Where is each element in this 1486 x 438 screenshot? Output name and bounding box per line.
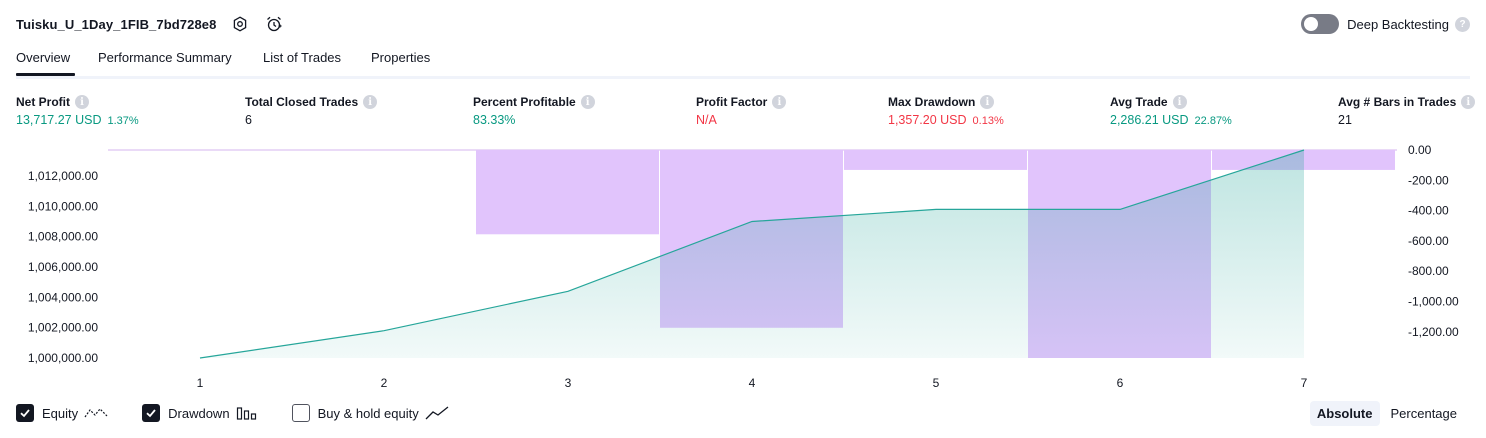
metric-value: 21	[1338, 113, 1352, 127]
left-axis-tick: 1,000,000.00	[28, 351, 98, 365]
left-axis-tick: 1,004,000.00	[28, 290, 98, 304]
metric-label: Avg Trade	[1110, 95, 1168, 109]
x-axis-tick: 1	[197, 376, 204, 390]
deep-backtesting-label: Deep Backtesting	[1347, 16, 1449, 32]
x-axis-tick: 2	[381, 376, 388, 390]
drawdown-bar[interactable]	[476, 150, 659, 235]
metric-label: Profit Factor	[696, 95, 768, 109]
info-icon[interactable]: i	[772, 95, 787, 109]
chart-legend: Equity Drawdown Buy & hold equity	[16, 404, 483, 422]
alarm-clock-icon[interactable]	[264, 14, 284, 34]
metric-value: 6	[245, 113, 252, 127]
tab-bar: Overview Performance Summary List of Tra…	[16, 44, 1470, 79]
metric-percent: 22.87%	[1194, 115, 1232, 127]
bar-chart-icon	[236, 405, 258, 421]
info-icon[interactable]: i	[580, 95, 595, 109]
legend-label: Drawdown	[168, 405, 230, 421]
left-axis-tick: 1,010,000.00	[28, 199, 98, 213]
right-axis-tick: -600.00	[1408, 234, 1449, 248]
left-axis-tick: 1,006,000.00	[28, 260, 98, 274]
metric-total-closed-trades: Total Closed Trades i 6	[245, 94, 378, 129]
right-axis-tick: 0.00	[1408, 143, 1432, 157]
right-axis-tick: -200.00	[1408, 173, 1449, 187]
metric-value: N/A	[696, 113, 717, 127]
legend-equity[interactable]: Equity	[16, 404, 108, 422]
info-icon[interactable]: i	[1461, 95, 1476, 109]
metric-value: 13,717.27 USD	[16, 113, 102, 127]
metric-percent: 1.37%	[107, 115, 139, 127]
gear-icon[interactable]	[230, 14, 250, 34]
toggle-knob	[1304, 17, 1319, 31]
x-axis-tick: 3	[565, 376, 572, 390]
trend-line-icon	[425, 405, 449, 421]
strategy-name: Tuisku_U_1Day_1FIB_7bd728e8	[16, 16, 217, 32]
equity-drawdown-chart[interactable]: 1,012,000.00 1,010,000.00 1,008,000.00 1,00…	[0, 140, 1486, 395]
equity-line[interactable]	[199, 149, 1305, 359]
metric-max-drawdown: Max Drawdown i 1,357.20 USD 0.13%	[888, 94, 1004, 129]
right-axis-tick: -800.00	[1408, 264, 1449, 278]
left-axis-tick: 1,002,000.00	[28, 321, 98, 335]
x-axis-tick: 4	[749, 376, 756, 390]
metric-value: 2,286.21 USD	[1110, 113, 1189, 127]
tab-list-of-trades[interactable]: List of Trades	[263, 50, 342, 65]
metric-value: 83.33%	[473, 113, 516, 127]
metric-label: Percent Profitable	[473, 95, 576, 109]
tab-performance-summary[interactable]: Performance Summary	[98, 50, 232, 65]
metric-avg-trade: Avg Trade i 2,286.21 USD 22.87%	[1110, 94, 1232, 129]
legend-label: Equity	[42, 405, 79, 421]
strategy-header: Tuisku_U_1Day_1FIB_7bd728e8	[16, 14, 284, 34]
metric-label: Avg # Bars in Trades	[1338, 95, 1457, 109]
metric-avg-bars-in-trades: Avg # Bars in Trades i 21	[1338, 94, 1476, 129]
value-mode-switch: Absolute Percentage	[1306, 401, 1464, 426]
line-chart-icon	[84, 405, 108, 421]
equity-area	[200, 150, 1304, 358]
left-axis-tick: 1,008,000.00	[28, 230, 98, 244]
help-icon[interactable]: ?	[1455, 16, 1470, 32]
x-axis-tick: 7	[1301, 376, 1308, 390]
info-icon[interactable]: i	[980, 95, 995, 109]
metric-net-profit: Net Profit i 13,717.27 USD 1.37%	[16, 94, 139, 129]
metric-label: Total Closed Trades	[245, 95, 359, 109]
drawdown-bar[interactable]	[844, 150, 1027, 170]
metric-percent: 0.13%	[972, 115, 1004, 127]
equity-checkbox[interactable]	[16, 404, 34, 422]
legend-drawdown[interactable]: Drawdown	[142, 404, 257, 422]
legend-label: Buy & hold equity	[317, 405, 419, 421]
info-icon[interactable]: i	[363, 95, 378, 109]
percentage-button[interactable]: Percentage	[1390, 406, 1458, 421]
right-axis-tick: -400.00	[1408, 204, 1449, 218]
tab-overview[interactable]: Overview	[16, 50, 71, 65]
x-axis-tick: 6	[1117, 376, 1124, 390]
active-tab-indicator	[16, 73, 75, 76]
tab-properties[interactable]: Properties	[371, 50, 431, 65]
right-axis-tick: -1,200.00	[1408, 325, 1459, 339]
legend-buy-hold-equity[interactable]: Buy & hold equity	[291, 404, 449, 422]
deep-backtesting: Deep Backtesting ?	[1301, 14, 1470, 34]
metric-percent-profitable: Percent Profitable i 83.33%	[473, 94, 595, 129]
x-axis-tick: 5	[933, 376, 940, 390]
drawdown-checkbox[interactable]	[142, 404, 161, 422]
buy-hold-checkbox[interactable]	[291, 404, 310, 422]
absolute-button[interactable]: Absolute	[1309, 401, 1380, 426]
info-icon[interactable]: i	[1172, 95, 1187, 109]
left-axis-tick: 1,012,000.00	[28, 169, 98, 183]
metric-value: 1,357.20 USD	[888, 113, 967, 127]
metric-profit-factor: Profit Factor i N/A	[696, 94, 787, 129]
metric-label: Net Profit	[16, 95, 70, 109]
info-icon[interactable]: i	[75, 95, 89, 109]
metric-label: Max Drawdown	[888, 95, 976, 109]
deep-backtesting-toggle[interactable]	[1301, 14, 1340, 34]
right-axis-tick: -1,000.00	[1408, 295, 1459, 309]
